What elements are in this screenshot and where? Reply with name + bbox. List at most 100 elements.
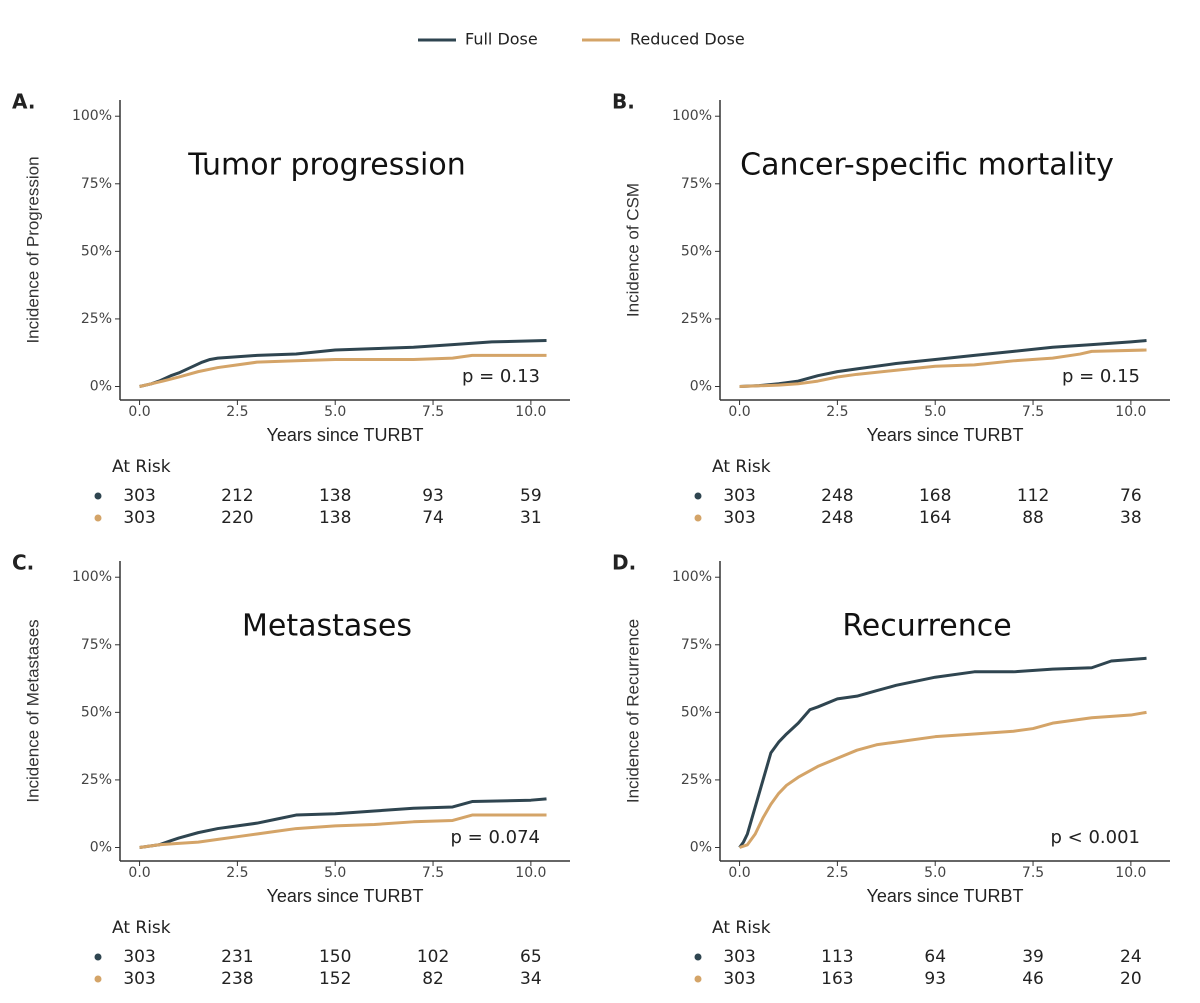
y-tick-label: 100% xyxy=(72,108,112,124)
risk-count: 303 xyxy=(123,486,155,506)
risk-count: 220 xyxy=(221,508,253,528)
legend-label: Full Dose xyxy=(465,30,538,49)
risk-count: 152 xyxy=(319,969,351,989)
km-curve xyxy=(139,339,547,388)
risk-count: 34 xyxy=(520,969,542,989)
panel-label: A. xyxy=(12,90,35,114)
risk-count: 46 xyxy=(1022,969,1044,989)
y-tick-label: 50% xyxy=(681,704,712,720)
risk-count: 102 xyxy=(417,947,449,967)
km-curve xyxy=(139,797,547,849)
x-tick-label: 7.5 xyxy=(1022,404,1044,420)
risk-title: At Risk xyxy=(712,457,771,477)
panel: A. 0% 25% 50% 75% 100% 0.0 2.5 5.0 7.5 10.0 Years s… xyxy=(12,90,570,528)
risk-count: 138 xyxy=(319,508,351,528)
y-tick-label: 0% xyxy=(90,378,112,394)
y-tick-label: 100% xyxy=(672,108,712,124)
risk-count: 163 xyxy=(821,969,853,989)
risk-count: 113 xyxy=(821,947,853,967)
chart-title: Cancer-specific mortality xyxy=(740,148,1114,183)
x-tick-label: 2.5 xyxy=(226,865,248,881)
risk-count: 212 xyxy=(221,486,253,506)
risk-count: 168 xyxy=(919,486,951,506)
risk-count: 59 xyxy=(520,486,542,506)
panel-label: B. xyxy=(612,90,635,114)
y-tick-label: 25% xyxy=(81,311,112,327)
y-tick-label: 50% xyxy=(681,243,712,259)
risk-count: 82 xyxy=(422,969,444,989)
risk-count: 38 xyxy=(1120,508,1142,528)
y-tick-label: 25% xyxy=(681,772,712,788)
chart-title: Metastases xyxy=(242,609,412,644)
y-tick-label: 75% xyxy=(681,176,712,192)
y-tick-label: 100% xyxy=(672,569,712,585)
x-tick-label: 0.0 xyxy=(728,865,750,881)
risk-count: 31 xyxy=(520,508,542,528)
x-tick-label: 10.0 xyxy=(1115,865,1146,881)
risk-dot xyxy=(94,492,102,500)
legend-label: Reduced Dose xyxy=(630,30,745,49)
y-axis-title: Incidence of Progression xyxy=(23,156,42,343)
risk-dot xyxy=(94,514,102,522)
panel: D. 0% 25% 50% 75% 100% 0.0 2.5 5.0 7.5 10.0 Years s… xyxy=(612,551,1170,989)
y-tick-label: 0% xyxy=(690,378,712,394)
risk-count: 76 xyxy=(1120,486,1142,506)
risk-count: 93 xyxy=(422,486,444,506)
km-curve xyxy=(739,339,1147,388)
km-curve xyxy=(739,348,1147,388)
risk-dot xyxy=(694,953,702,961)
risk-count: 74 xyxy=(422,508,444,528)
risk-count: 64 xyxy=(924,947,946,967)
y-tick-label: 50% xyxy=(81,704,112,720)
x-axis-title: Years since TURBT xyxy=(266,886,423,906)
risk-count: 164 xyxy=(919,508,951,528)
risk-count: 65 xyxy=(520,947,542,967)
risk-count: 303 xyxy=(723,486,755,506)
y-tick-label: 100% xyxy=(72,569,112,585)
risk-title: At Risk xyxy=(112,457,171,477)
x-axis-title: Years since TURBT xyxy=(866,425,1023,445)
risk-count: 303 xyxy=(123,969,155,989)
y-tick-label: 0% xyxy=(690,839,712,855)
x-tick-label: 2.5 xyxy=(826,865,848,881)
risk-dot xyxy=(694,514,702,522)
risk-count: 248 xyxy=(821,486,853,506)
p-value: p < 0.001 xyxy=(1051,827,1140,848)
risk-count: 303 xyxy=(723,508,755,528)
risk-dot xyxy=(94,953,102,961)
y-axis-title: Incidence of CSM xyxy=(623,183,642,317)
x-tick-label: 0.0 xyxy=(128,865,150,881)
x-tick-label: 5.0 xyxy=(924,865,946,881)
y-tick-label: 25% xyxy=(681,311,712,327)
y-tick-label: 75% xyxy=(681,637,712,653)
x-tick-label: 5.0 xyxy=(324,404,346,420)
x-tick-label: 0.0 xyxy=(728,404,750,420)
p-value: p = 0.074 xyxy=(451,827,540,848)
y-tick-label: 75% xyxy=(81,637,112,653)
panel: C. 0% 25% 50% 75% 100% 0.0 2.5 5.0 7.5 10.0 Years s… xyxy=(12,551,570,989)
panel-label: D. xyxy=(612,551,636,575)
risk-title: At Risk xyxy=(112,918,171,938)
risk-count: 20 xyxy=(1120,969,1142,989)
risk-dot xyxy=(94,975,102,983)
x-tick-label: 7.5 xyxy=(422,404,444,420)
y-tick-label: 25% xyxy=(81,772,112,788)
y-tick-label: 75% xyxy=(81,176,112,192)
x-tick-label: 7.5 xyxy=(422,865,444,881)
risk-count: 112 xyxy=(1017,486,1049,506)
risk-count: 303 xyxy=(123,947,155,967)
x-tick-label: 7.5 xyxy=(1022,865,1044,881)
risk-count: 248 xyxy=(821,508,853,528)
risk-count: 238 xyxy=(221,969,253,989)
risk-count: 39 xyxy=(1022,947,1044,967)
x-tick-label: 2.5 xyxy=(226,404,248,420)
x-axis-title: Years since TURBT xyxy=(266,425,423,445)
p-value: p = 0.13 xyxy=(462,366,540,387)
km-curve xyxy=(139,813,547,849)
x-tick-label: 0.0 xyxy=(128,404,150,420)
y-axis-title: Incidence of Metastases xyxy=(23,619,42,802)
panel-label: C. xyxy=(12,551,34,575)
risk-count: 303 xyxy=(123,508,155,528)
risk-count: 93 xyxy=(924,969,946,989)
x-axis-title: Years since TURBT xyxy=(866,886,1023,906)
